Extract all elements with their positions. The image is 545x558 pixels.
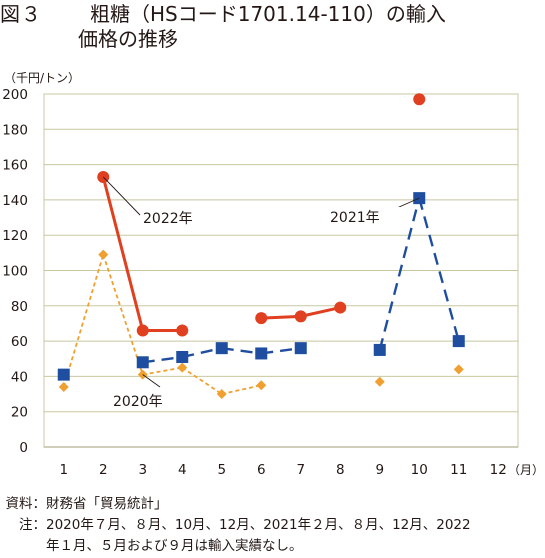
- series-2022-point: [413, 93, 426, 106]
- labels-layer: 2022年 2021年 2020年: [102, 176, 420, 410]
- series-2021-point: [294, 342, 307, 355]
- series-2021-segment: [221, 346, 262, 355]
- y-tick-label: 60: [11, 334, 28, 350]
- x-tick-label: 6: [257, 462, 266, 478]
- series-2021-point: [215, 342, 228, 355]
- series-2021-point: [452, 335, 465, 348]
- y-tick-label: 20: [11, 405, 28, 421]
- series-2021-segment: [261, 346, 301, 355]
- series-2020-segment: [221, 384, 262, 395]
- x-tick-label: 7: [296, 462, 305, 478]
- note-line-1: 2020年７月、８月、10月、12月、2021年２月、８月、12月、2022: [46, 517, 471, 533]
- series-2021-point: [57, 368, 70, 381]
- chart-title: 図３ 粗糖（HSコード1701.14-110）の輸入 価格の推移: [0, 2, 545, 52]
- label-2022-label-bg: [141, 208, 218, 227]
- y-tick-label: 200: [2, 87, 28, 103]
- source-note: 資料：財務省「貿易統計」: [0, 495, 545, 514]
- label-2020: 2020年: [113, 394, 163, 410]
- y-tick-label: 80: [11, 299, 28, 315]
- series-2022-point: [176, 324, 189, 337]
- series-2022-point: [334, 301, 347, 314]
- series-2020-point: [374, 376, 385, 387]
- y-tick-label: 0: [19, 440, 28, 456]
- series-2020-point: [453, 364, 464, 375]
- y-tick-label: 140: [2, 193, 28, 209]
- series-2021-point: [136, 356, 149, 369]
- series-2022-point: [255, 312, 268, 325]
- series-2022-point: [294, 310, 307, 323]
- series-2020-point: [58, 381, 69, 392]
- source-text: 財務省「貿易統計」: [46, 496, 168, 512]
- label-2022-leader: [102, 176, 141, 216]
- x-axis-unit: （月）: [508, 463, 544, 477]
- series-2020-point: [256, 380, 267, 391]
- series-2020-segment: [102, 254, 144, 375]
- x-tick-label: 12: [490, 462, 507, 478]
- y-tick-label: 100: [2, 264, 28, 280]
- source-label: 資料：: [5, 496, 47, 512]
- series-2022-point: [136, 324, 149, 337]
- figure-label: 図３: [0, 2, 42, 26]
- series-2020-segment: [142, 366, 183, 376]
- label-2021: 2021年: [330, 210, 380, 226]
- series-2021-segment: [418, 197, 460, 342]
- note-continued: 年１月、５月および９月は輸入実績なし。: [0, 537, 545, 556]
- series-2022-segment: [300, 306, 341, 318]
- series-2022-segment: [101, 176, 145, 331]
- y-axis-unit: （千円/トン）: [4, 71, 80, 85]
- y-tick-label: 180: [2, 122, 28, 138]
- series-2020-segment: [181, 366, 223, 395]
- note-label: 注：: [19, 517, 46, 533]
- series-2021-segment: [378, 197, 421, 351]
- series-2020-point: [98, 249, 109, 260]
- x-tick-label: 5: [217, 462, 226, 478]
- x-tick-label: 3: [138, 462, 147, 478]
- series-2021-segment: [142, 355, 183, 364]
- title-line-1: 粗糖（HSコード1701.14-110）の輸入: [90, 2, 446, 26]
- series-layer: [57, 93, 465, 400]
- series-2021-point: [373, 343, 386, 356]
- label-2020-label-bg: [111, 391, 188, 410]
- series-2021-point: [255, 347, 268, 360]
- note-line-2: 年１月、５月および９月は輸入実績なし。: [46, 538, 303, 554]
- x-tick-label: 10: [411, 462, 428, 478]
- series-2020-point: [177, 362, 188, 373]
- x-tick-label: 8: [336, 462, 345, 478]
- y-tick-label: 40: [11, 369, 28, 385]
- title-line-2: 価格の推移: [78, 27, 178, 51]
- x-tick-label: 1: [59, 462, 68, 478]
- series-2020-point: [216, 389, 227, 400]
- series-2022-segment: [261, 314, 301, 320]
- label-2022: 2022年: [143, 211, 193, 227]
- x-tick-label: 2: [99, 462, 108, 478]
- y-tick-label: 160: [2, 158, 28, 174]
- series-2021-point: [176, 350, 189, 363]
- series-2021-segment: [181, 346, 223, 359]
- y-tick-label: 120: [2, 228, 28, 244]
- x-tick-label: 4: [178, 462, 187, 478]
- label-2021-label-bg: [328, 207, 405, 226]
- x-tick-label: 11: [450, 462, 467, 478]
- note: 注：2020年７月、８月、10月、12月、2021年２月、８月、12月、2022: [0, 516, 545, 535]
- series-2020-segment: [62, 254, 105, 388]
- label-2020-leader: [142, 374, 161, 388]
- x-tick-label: 9: [375, 462, 384, 478]
